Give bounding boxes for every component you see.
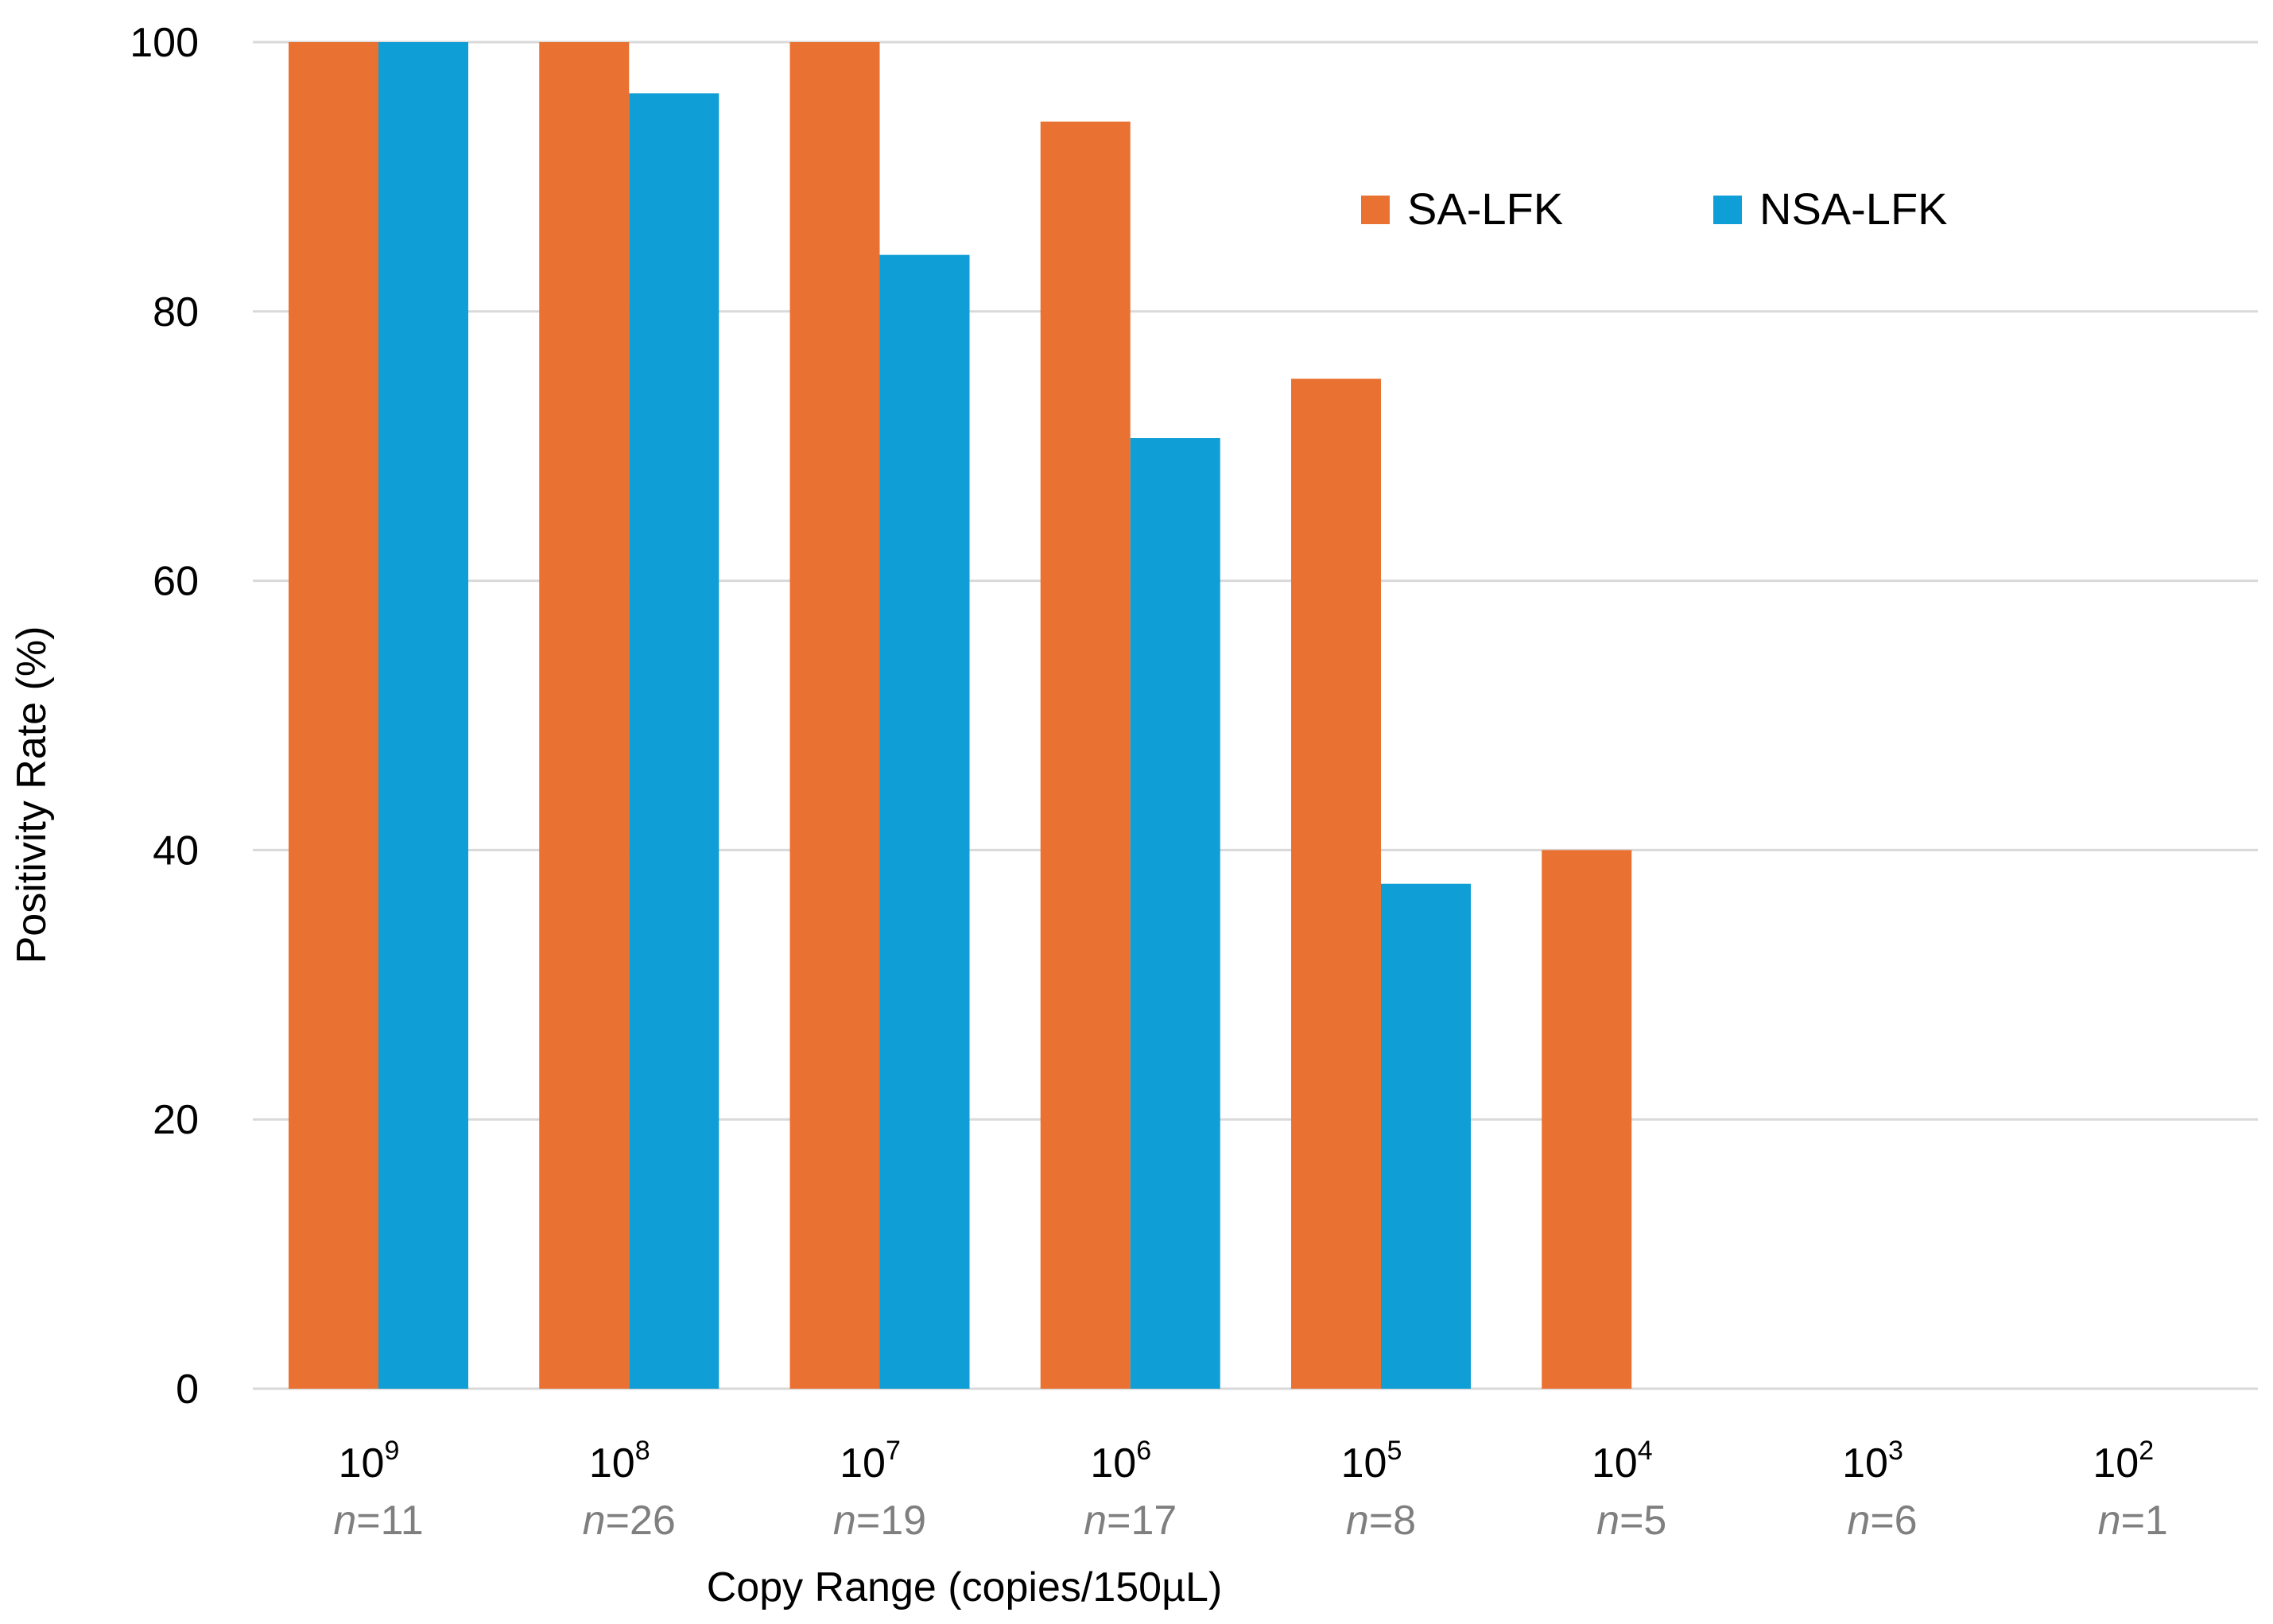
sample-size-label: n=6: [1847, 1498, 1917, 1544]
x-tick-base: 10: [589, 1440, 635, 1486]
x-tick-label: 105: [1341, 1436, 1402, 1486]
legend: SA-LFK NSA-LFK: [1361, 184, 1948, 234]
sample-size-label: n=5: [1596, 1498, 1666, 1544]
sample-size-prefix: n: [2098, 1498, 2121, 1544]
sample-size-value: =26: [606, 1498, 676, 1544]
bar-nsa-lfk-1: [629, 93, 720, 1390]
x-tick-exponent: 4: [1638, 1436, 1653, 1466]
x-tick-exponent: 5: [1387, 1436, 1402, 1466]
sample-size-label: n=17: [1084, 1498, 1177, 1544]
y-axis-title: Positivity Rate (%): [9, 626, 55, 964]
bar-nsa-lfk-2: [879, 254, 970, 1390]
x-tick-base: 10: [1090, 1440, 1136, 1486]
x-tick-exponent: 8: [635, 1436, 650, 1466]
bar-sa-lfk-4: [1291, 378, 1381, 1389]
y-tick-label: 40: [153, 828, 199, 874]
x-tick-base: 10: [1592, 1440, 1638, 1486]
bars: [289, 42, 1632, 1390]
y-tick-labels: 0 20 40 60 80 100: [130, 20, 199, 1413]
x-tick-exponent: 2: [2139, 1436, 2154, 1466]
x-tick-label: 103: [1842, 1436, 1903, 1486]
x-tick-label: 104: [1592, 1436, 1653, 1486]
bar-nsa-lfk-0: [378, 42, 468, 1389]
bar-sa-lfk-0: [289, 42, 378, 1389]
x-tick-exponent: 7: [886, 1436, 901, 1466]
sample-size-label: n=8: [1346, 1498, 1416, 1544]
sample-size-value: =1: [2121, 1498, 2168, 1544]
x-tick-label: 109: [339, 1436, 400, 1486]
sample-size-prefix: n: [1346, 1498, 1369, 1544]
y-tick-label: 80: [153, 289, 199, 335]
sample-size-label: n=11: [333, 1498, 423, 1544]
bar-sa-lfk-5: [1542, 850, 1632, 1389]
x-tick-base: 10: [2093, 1440, 2139, 1486]
legend-swatch-nsa-lfk: [1713, 196, 1742, 224]
sample-size-prefix: n: [333, 1498, 356, 1544]
sample-size-label: n=26: [583, 1498, 676, 1544]
x-axis-title: Copy Range (copies/150µL): [707, 1564, 1223, 1610]
x-tick-base: 10: [840, 1440, 886, 1486]
y-tick-label: 0: [176, 1366, 199, 1413]
sample-size-value: =19: [856, 1498, 926, 1544]
bar-nsa-lfk-3: [1130, 438, 1220, 1389]
sample-size-label: n=1: [2098, 1498, 2168, 1544]
sample-size-label: n=19: [833, 1498, 926, 1544]
bar-sa-lfk-1: [539, 42, 630, 1389]
sample-size-value: =8: [1369, 1498, 1416, 1544]
legend-label-sa-lfk: SA-LFK: [1407, 184, 1563, 234]
bar-sa-lfk-3: [1040, 121, 1131, 1389]
y-tick-label: 20: [153, 1097, 199, 1143]
y-tick-label: 60: [153, 559, 199, 605]
sample-size-value: =11: [356, 1498, 423, 1544]
y-tick-label: 100: [130, 20, 199, 66]
x-tick-exponent: 3: [1888, 1436, 1903, 1466]
x-tick-label: 108: [589, 1436, 650, 1486]
sample-size-prefix: n: [833, 1498, 856, 1544]
sample-size-value: =17: [1107, 1498, 1177, 1544]
bar-nsa-lfk-4: [1381, 883, 1471, 1389]
x-tick-label: 107: [840, 1436, 901, 1486]
sample-size-prefix: n: [1596, 1498, 1619, 1544]
x-tick-exponent: 6: [1136, 1436, 1151, 1466]
x-tick-label: 106: [1090, 1436, 1151, 1486]
legend-label-nsa-lfk: NSA-LFK: [1759, 184, 1948, 234]
x-tick-base: 10: [1341, 1440, 1387, 1486]
legend-swatch-sa-lfk: [1361, 196, 1390, 224]
sample-size-prefix: n: [1847, 1498, 1870, 1544]
x-tick-labels: 109n=11108n=26107n=19106n=17105n=8104n=5…: [333, 1436, 2168, 1544]
sample-size-prefix: n: [583, 1498, 606, 1544]
sample-size-value: =5: [1619, 1498, 1666, 1544]
x-tick-base: 10: [1842, 1440, 1888, 1486]
x-tick-label: 102: [2093, 1436, 2154, 1486]
bar-sa-lfk-2: [789, 42, 880, 1389]
x-tick-base: 10: [339, 1440, 385, 1486]
x-tick-exponent: 9: [384, 1436, 399, 1466]
sample-size-prefix: n: [1084, 1498, 1107, 1544]
sample-size-value: =6: [1870, 1498, 1917, 1544]
